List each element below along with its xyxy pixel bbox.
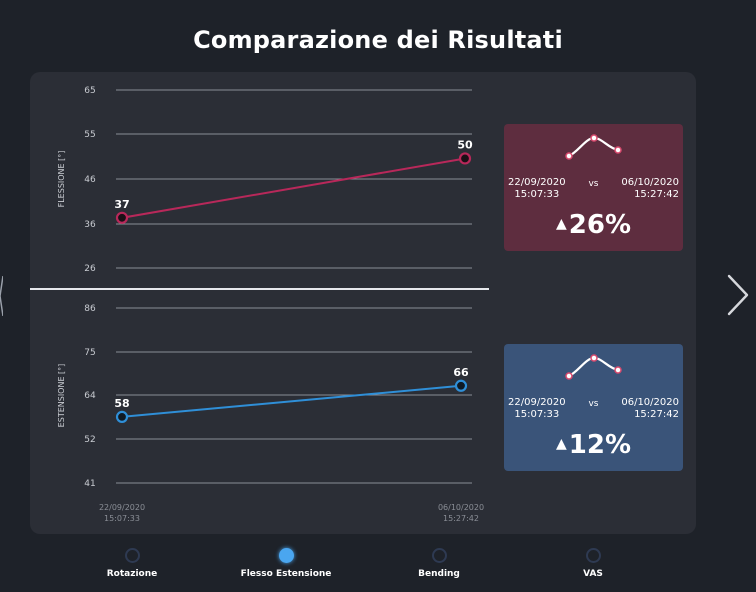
x-tick-date: 06/10/2020 bbox=[438, 503, 484, 512]
y-tick-label: 52 bbox=[84, 435, 95, 445]
data-label: 37 bbox=[114, 198, 129, 211]
end-date: 06/10/2020 15:27:42 bbox=[621, 177, 679, 201]
up-arrow-icon: ▲ bbox=[555, 216, 567, 232]
compared-dates: 22/09/2020 15:07:33 vs 06/10/2020 15:27:… bbox=[508, 397, 679, 421]
vs-label: vs bbox=[588, 399, 599, 409]
flexion-summary-card: 22/09/2020 15:07:33 vs 06/10/2020 15:27:… bbox=[504, 124, 683, 251]
percent-change: ▲12% bbox=[504, 430, 683, 460]
y-tick-label: 86 bbox=[84, 304, 96, 314]
start-time-value: 15:07:33 bbox=[514, 409, 560, 420]
start-time-value: 15:07:33 bbox=[514, 189, 560, 200]
data-point bbox=[115, 211, 129, 224]
end-date-value: 06/10/2020 bbox=[621, 177, 679, 188]
y-tick-label: 64 bbox=[84, 391, 96, 401]
tab-vas[interactable]: VAS bbox=[533, 548, 653, 579]
up-arrow-icon: ▲ bbox=[555, 436, 567, 452]
tab-label: Bending bbox=[418, 569, 460, 579]
tab-label: Rotazione bbox=[106, 569, 158, 579]
y-tick-label: 36 bbox=[84, 220, 96, 230]
compared-dates: 22/09/2020 15:07:33 vs 06/10/2020 15:27:… bbox=[508, 177, 679, 201]
tab-label: Flesso Estensione bbox=[240, 569, 332, 579]
y-tick-label: 41 bbox=[84, 479, 95, 489]
y-tick-label: 75 bbox=[84, 348, 95, 358]
tab-indicator[interactable] bbox=[585, 548, 601, 563]
percent-value: 12% bbox=[568, 430, 631, 460]
end-time-value: 15:27:42 bbox=[634, 189, 679, 200]
tab-indicator[interactable] bbox=[278, 548, 294, 563]
tab-indicator[interactable] bbox=[124, 548, 140, 563]
end-date-value: 06/10/2020 bbox=[621, 397, 679, 408]
start-date: 22/09/2020 15:07:33 bbox=[508, 397, 566, 421]
tab-label: VAS bbox=[583, 569, 603, 579]
percent-value: 26% bbox=[568, 210, 631, 240]
percent-change: ▲26% bbox=[504, 210, 683, 240]
end-time-value: 15:27:42 bbox=[634, 409, 679, 420]
extension-summary-card: 22/09/2020 15:07:33 vs 06/10/2020 15:27:… bbox=[504, 344, 683, 471]
y-tick-label: 26 bbox=[84, 264, 96, 274]
previous-edge-indicator[interactable] bbox=[0, 276, 3, 316]
series-line bbox=[121, 384, 462, 418]
series-line bbox=[121, 157, 466, 219]
start-date-value: 22/09/2020 bbox=[508, 177, 566, 188]
x-tick-date: 22/09/2020 bbox=[99, 503, 145, 512]
y-tick-label: 55 bbox=[84, 130, 95, 140]
y-tick-label: 65 bbox=[84, 86, 95, 96]
data-point bbox=[458, 152, 472, 165]
tab-flesso-estensione[interactable]: Flesso Estensione bbox=[226, 548, 346, 579]
sparkline-icon bbox=[565, 134, 622, 160]
data-point bbox=[454, 379, 468, 392]
y-axis-label: ESTENSIONE [°] bbox=[57, 364, 66, 428]
y-axis-label: FLESSIONE [°] bbox=[57, 151, 66, 208]
y-tick-label: 46 bbox=[84, 175, 96, 185]
page-title: Comparazione dei Risultati bbox=[193, 26, 563, 54]
x-tick-time: 15:07:33 bbox=[104, 514, 140, 523]
data-label: 58 bbox=[114, 397, 129, 410]
start-date-value: 22/09/2020 bbox=[508, 397, 566, 408]
tab-indicator[interactable] bbox=[431, 548, 447, 563]
tab-bending[interactable]: Bending bbox=[379, 548, 499, 579]
end-date: 06/10/2020 15:27:42 bbox=[621, 397, 679, 421]
chevron-right-icon[interactable] bbox=[723, 272, 753, 318]
vs-label: vs bbox=[588, 179, 599, 189]
tab-rotazione[interactable]: Rotazione bbox=[72, 548, 192, 579]
start-date: 22/09/2020 15:07:33 bbox=[508, 177, 566, 201]
data-label: 66 bbox=[453, 366, 469, 379]
data-label: 50 bbox=[457, 138, 473, 151]
x-tick-time: 15:27:42 bbox=[443, 514, 479, 523]
sparkline-icon bbox=[565, 354, 622, 380]
data-point bbox=[115, 410, 129, 423]
